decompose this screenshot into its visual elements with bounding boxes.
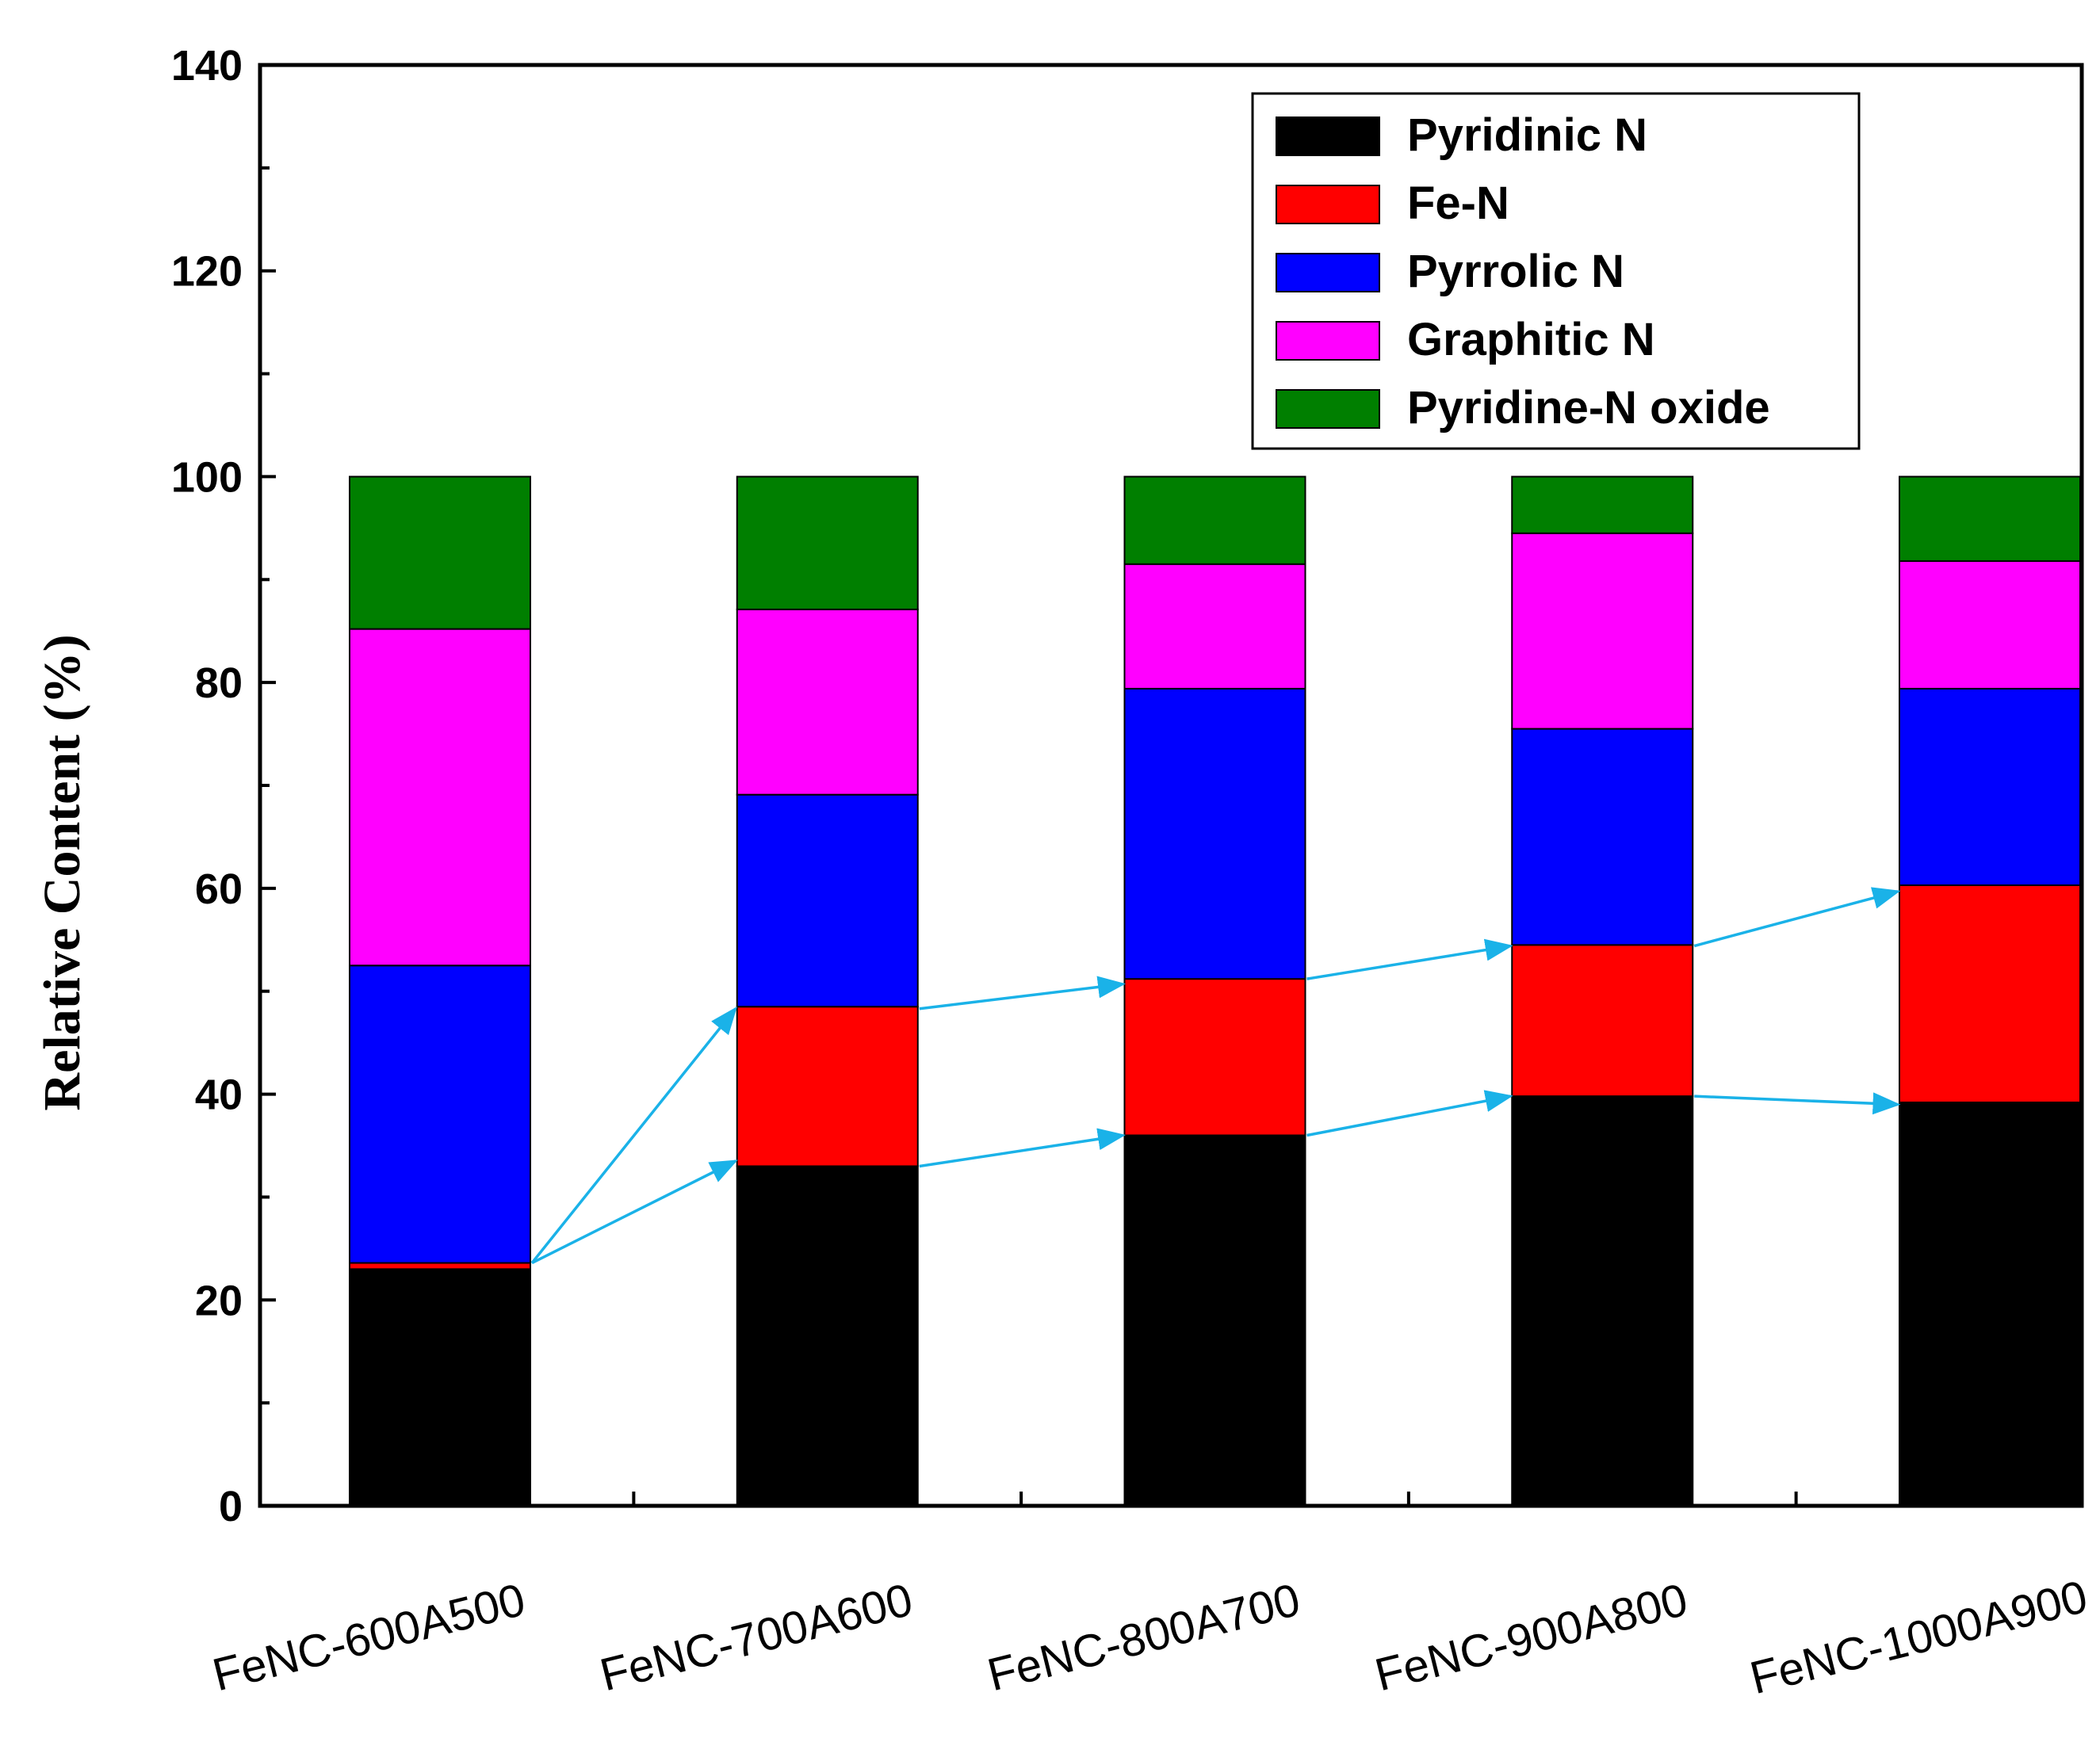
y-tick-label-80: 80 <box>195 659 243 707</box>
bar-segment-fe-n-1 <box>736 1006 919 1167</box>
y-tick-label-0: 0 <box>219 1483 243 1530</box>
legend-swatch-4 <box>1276 389 1380 429</box>
trend-arrow-5 <box>1306 1090 1513 1137</box>
bar-segment-pyrrolic-n-1 <box>736 793 919 1008</box>
bar-segment-pyrrolic-n-4 <box>1899 687 2081 886</box>
x-category-label-1: FeNC-700A600 <box>595 1574 918 1702</box>
x-category-label-0: FeNC-600A500 <box>208 1574 530 1702</box>
trend-arrow-4 <box>1306 938 1513 980</box>
x-category-label-3: FeNC-900A800 <box>1370 1574 1693 1702</box>
bar-segment-pyridine-n-oxide-4 <box>1899 476 2081 562</box>
legend-label-2: Pyrrolic N <box>1407 246 1624 297</box>
bar-segment-pyridine-n-oxide-0 <box>349 476 531 630</box>
trend-arrow-1 <box>530 1007 737 1264</box>
trend-arrow-0 <box>531 1159 738 1265</box>
bar-segment-pyridinic-n-3 <box>1511 1095 1694 1507</box>
trend-arrow-2 <box>919 976 1126 1010</box>
y-axis-title: Relative Content (%) <box>33 634 91 1110</box>
bar-segment-graphitic-n-2 <box>1123 563 1306 690</box>
x-category-label-4: FeNC-1000A900 <box>1745 1571 2092 1704</box>
bar-segment-pyridine-n-oxide-3 <box>1511 476 1694 534</box>
trend-arrow-7 <box>1694 1092 1901 1115</box>
bar-segment-pyridinic-n-4 <box>1899 1101 2081 1507</box>
y-tick-label-40: 40 <box>195 1072 243 1119</box>
legend-label-0: Pyridinic N <box>1407 109 1647 161</box>
legend-swatch-3 <box>1276 321 1380 361</box>
bar-segment-pyrrolic-n-2 <box>1123 687 1306 980</box>
y-tick-label-140: 140 <box>171 42 243 90</box>
bar-segment-fe-n-3 <box>1511 944 1694 1098</box>
legend-label-1: Fe-N <box>1407 178 1509 229</box>
bar-segment-graphitic-n-3 <box>1511 532 1694 730</box>
y-tick-label-20: 20 <box>195 1277 243 1324</box>
bar-segment-pyridine-n-oxide-1 <box>736 476 919 610</box>
bar-segment-pyrrolic-n-0 <box>349 965 531 1264</box>
y-tick-label-100: 100 <box>171 453 243 501</box>
bar-segment-graphitic-n-4 <box>1899 560 2081 690</box>
legend-swatch-0 <box>1276 117 1380 156</box>
x-category-label-2: FeNC-800A700 <box>982 1574 1305 1702</box>
bar-segment-pyridinic-n-2 <box>1123 1134 1306 1507</box>
y-tick-label-60: 60 <box>195 865 243 913</box>
bar-segment-pyridinic-n-1 <box>736 1165 919 1507</box>
legend-swatch-2 <box>1276 253 1380 292</box>
bar-segment-fe-n-4 <box>1899 884 2081 1103</box>
trend-arrow-3 <box>919 1128 1126 1168</box>
bar-segment-pyrrolic-n-3 <box>1511 728 1694 946</box>
legend-label-4: Pyridine-N oxide <box>1407 382 1770 434</box>
arrows-layer <box>530 887 1901 1265</box>
legend: Pyridinic N Fe-N Pyrrolic N Graphitic N Pyri… <box>1251 92 1861 450</box>
bar-segment-pyridine-n-oxide-2 <box>1123 476 1306 565</box>
bar-segment-pyridinic-n-0 <box>349 1268 531 1507</box>
bar-segment-graphitic-n-0 <box>349 628 531 967</box>
bar-segment-graphitic-n-1 <box>736 608 919 796</box>
bars-layer <box>349 476 2081 1507</box>
legend-label-3: Graphitic N <box>1407 314 1655 365</box>
y-tick-label-120: 120 <box>171 248 243 296</box>
trend-arrow-6 <box>1693 887 1901 948</box>
bar-segment-fe-n-2 <box>1123 978 1306 1137</box>
legend-swatch-1 <box>1276 185 1380 224</box>
bar-segment-fe-n-0 <box>349 1262 531 1270</box>
